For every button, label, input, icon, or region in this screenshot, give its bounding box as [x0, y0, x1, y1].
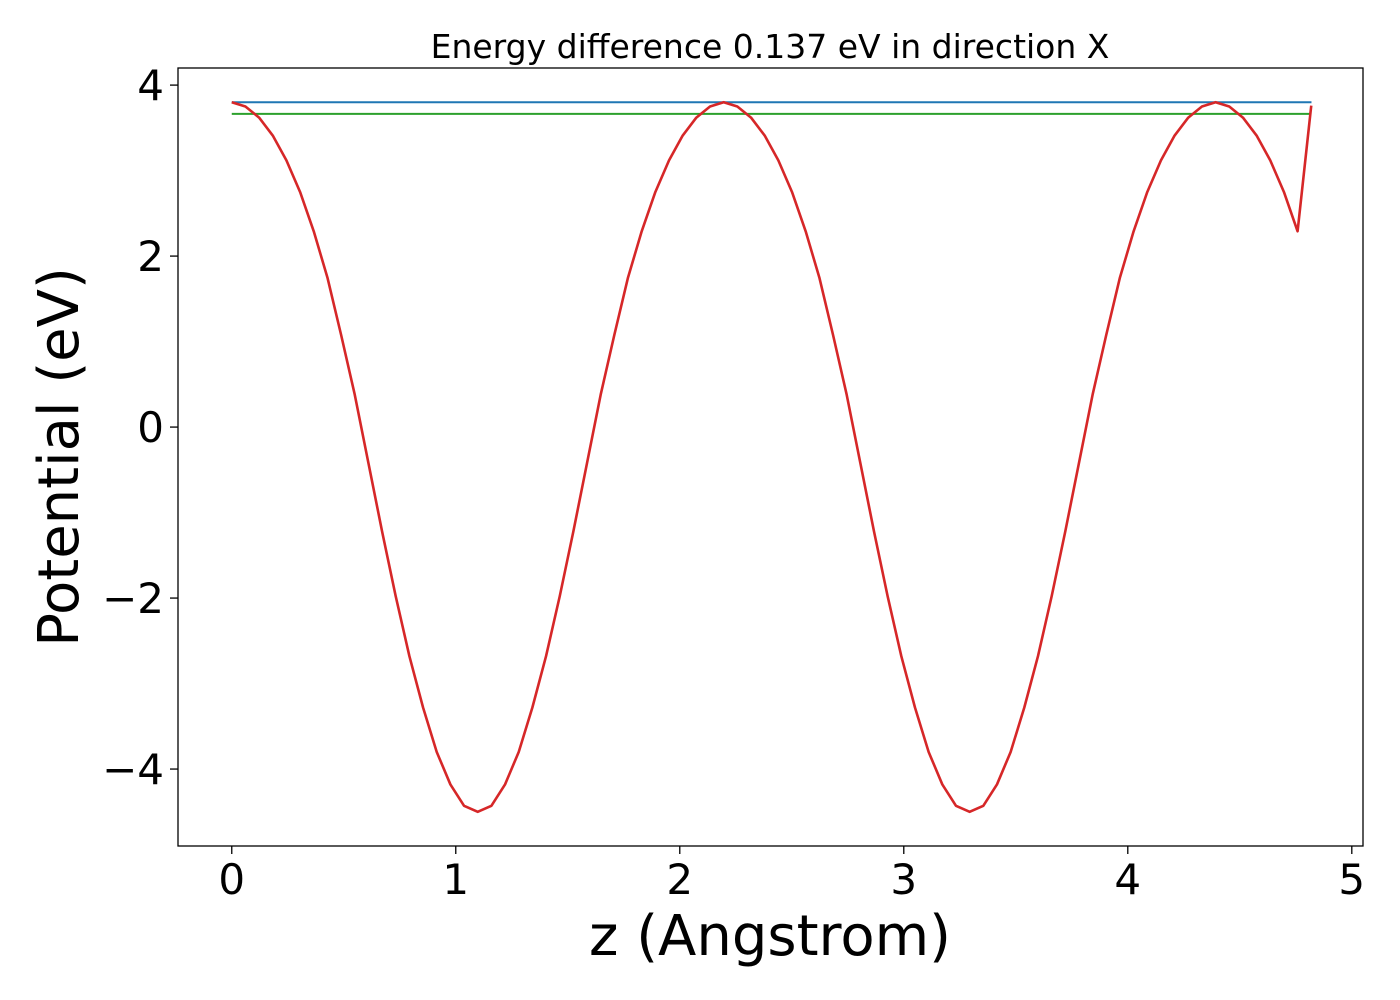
y-tick-label-3: 2 [137, 232, 164, 281]
x-tick-label-0: 0 [218, 855, 245, 904]
y-tick-label-4: 4 [137, 61, 164, 110]
plot-area [231, 100, 1313, 814]
x-axis-label: z (Angstrom) [589, 904, 951, 969]
series-line-0 [231, 100, 1313, 814]
chart-title: Energy difference 0.137 eV in direction … [431, 27, 1110, 66]
x-tick-label-1: 1 [442, 855, 469, 904]
x-tick-label-3: 3 [890, 855, 917, 904]
plot-frame [177, 67, 1364, 847]
x-axis: 0 1 2 3 4 5 [218, 846, 1365, 904]
y-tick-label-2: 0 [137, 403, 164, 452]
y-axis: −4 −2 0 2 4 [102, 61, 178, 794]
x-tick-label-2: 2 [666, 855, 693, 904]
y-tick-label-0: −4 [102, 745, 164, 794]
x-tick-label-5: 5 [1338, 855, 1365, 904]
x-tick-label-4: 4 [1114, 855, 1141, 904]
y-tick-label-1: −2 [102, 574, 164, 623]
y-axis-label: Potential (eV) [27, 267, 92, 647]
